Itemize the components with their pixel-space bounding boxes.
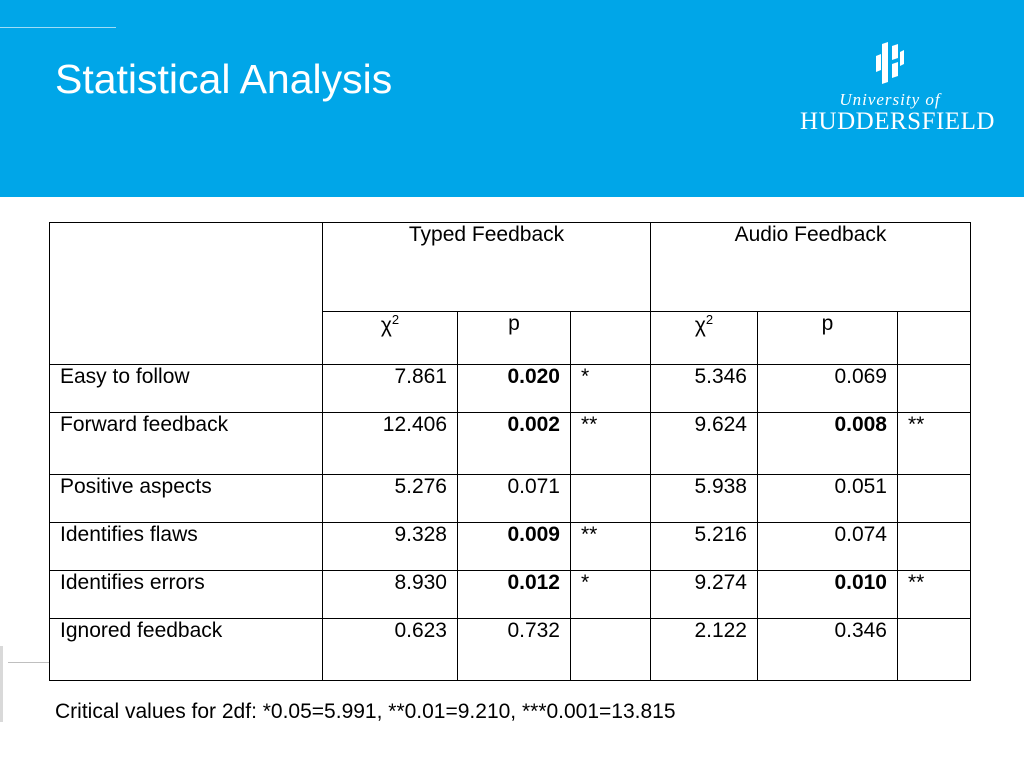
audio-chi-squared-value: 9.624 bbox=[650, 412, 758, 475]
typed-chi-squared-value: 0.623 bbox=[322, 618, 458, 681]
table-group-header-row: Typed Feedback Audio Feedback bbox=[49, 222, 971, 365]
table-corner-cell bbox=[49, 222, 323, 365]
table-sub-header-row: χ2 p χ2 p bbox=[50, 311, 971, 365]
audio-sig-header bbox=[897, 311, 971, 365]
row-label: Positive aspects bbox=[49, 474, 323, 523]
table-row: Positive aspects 5.276 0.071 5.938 0.051 bbox=[49, 474, 971, 523]
table-body: Easy to follow 7.861 0.020 * 5.346 0.069 Forwa… bbox=[49, 364, 971, 681]
slide-title: Statistical Analysis bbox=[55, 56, 393, 102]
audio-chi-squared-value: 9.274 bbox=[650, 570, 758, 619]
audio-p-value: 0.010 bbox=[757, 570, 898, 619]
typed-significance: * bbox=[570, 364, 651, 413]
audio-p-header: p bbox=[757, 311, 898, 365]
decorative-line bbox=[8, 662, 50, 663]
typed-chi-squared-value: 8.930 bbox=[322, 570, 458, 619]
typed-significance: ** bbox=[570, 412, 651, 475]
row-label: Easy to follow bbox=[49, 364, 323, 413]
table-row: Ignored feedback 0.623 0.732 2.122 0.346 bbox=[49, 618, 971, 681]
typed-chi-squared-value: 9.328 bbox=[322, 522, 458, 571]
row-label: Ignored feedback bbox=[49, 618, 323, 681]
logo-text-huddersfield: HUDDERSFIELD bbox=[800, 108, 995, 135]
typed-chi-squared-header: χ2 bbox=[322, 311, 458, 365]
audio-chi-squared-value: 2.122 bbox=[650, 618, 758, 681]
table-row: Identifies errors 8.930 0.012 * 9.274 0.010 ** bbox=[49, 570, 971, 619]
audio-p-value: 0.074 bbox=[757, 522, 898, 571]
critical-values-note: Critical values for 2df: *0.05=5.991, **… bbox=[55, 700, 676, 723]
chi-symbol: χ bbox=[380, 314, 392, 337]
typed-significance bbox=[570, 474, 651, 523]
typed-p-value: 0.002 bbox=[457, 412, 571, 475]
audio-significance bbox=[897, 364, 971, 413]
header-rule bbox=[0, 27, 116, 28]
row-label: Forward feedback bbox=[49, 412, 323, 475]
typed-chi-squared-value: 5.276 bbox=[322, 474, 458, 523]
typed-p-value: 0.009 bbox=[457, 522, 571, 571]
typed-chi-squared-value: 12.406 bbox=[322, 412, 458, 475]
slide-header: Statistical Analysis University of HUDDE… bbox=[0, 0, 1024, 197]
chi-superscript: 2 bbox=[705, 312, 714, 327]
audio-p-value: 0.069 bbox=[757, 364, 898, 413]
typed-significance bbox=[570, 618, 651, 681]
logo-text-university: University of bbox=[839, 90, 941, 109]
table-row: Easy to follow 7.861 0.020 * 5.346 0.069 bbox=[49, 364, 971, 413]
university-logo: University of HUDDERSFIELD bbox=[800, 40, 995, 136]
typed-feedback-header: Typed Feedback bbox=[322, 222, 651, 312]
huddersfield-crest-icon bbox=[876, 42, 904, 84]
audio-chi-squared-value: 5.346 bbox=[650, 364, 758, 413]
chi-symbol: χ bbox=[694, 314, 706, 337]
audio-chi-squared-value: 5.938 bbox=[650, 474, 758, 523]
audio-p-value: 0.008 bbox=[757, 412, 898, 475]
typed-chi-squared-value: 7.861 bbox=[322, 364, 458, 413]
table-row: Forward feedback 12.406 0.002 ** 9.624 0.008 *… bbox=[49, 412, 971, 475]
audio-significance bbox=[897, 522, 971, 571]
audio-p-value: 0.051 bbox=[757, 474, 898, 523]
audio-significance: ** bbox=[897, 412, 971, 475]
row-label: Identifies errors bbox=[49, 570, 323, 619]
typed-p-value: 0.732 bbox=[457, 618, 571, 681]
audio-chi-squared-value: 5.216 bbox=[650, 522, 758, 571]
typed-significance: * bbox=[570, 570, 651, 619]
audio-chi-squared-header: χ2 bbox=[650, 311, 758, 365]
table-row: Identifies flaws 9.328 0.009 ** 5.216 0.074 bbox=[49, 522, 971, 571]
chi-superscript: 2 bbox=[391, 312, 400, 327]
typed-p-value: 0.071 bbox=[457, 474, 571, 523]
row-label: Identifies flaws bbox=[49, 522, 323, 571]
audio-significance bbox=[897, 618, 971, 681]
decorative-bar bbox=[0, 646, 3, 722]
statistics-table: Typed Feedback Audio Feedback χ2 p χ2 p … bbox=[49, 222, 971, 681]
typed-significance: ** bbox=[570, 522, 651, 571]
audio-p-value: 0.346 bbox=[757, 618, 898, 681]
typed-p-header: p bbox=[457, 311, 571, 365]
typed-sig-header bbox=[570, 311, 651, 365]
audio-significance: ** bbox=[897, 570, 971, 619]
audio-feedback-header: Audio Feedback bbox=[650, 222, 971, 312]
typed-p-value: 0.020 bbox=[457, 364, 571, 413]
audio-significance bbox=[897, 474, 971, 523]
typed-p-value: 0.012 bbox=[457, 570, 571, 619]
